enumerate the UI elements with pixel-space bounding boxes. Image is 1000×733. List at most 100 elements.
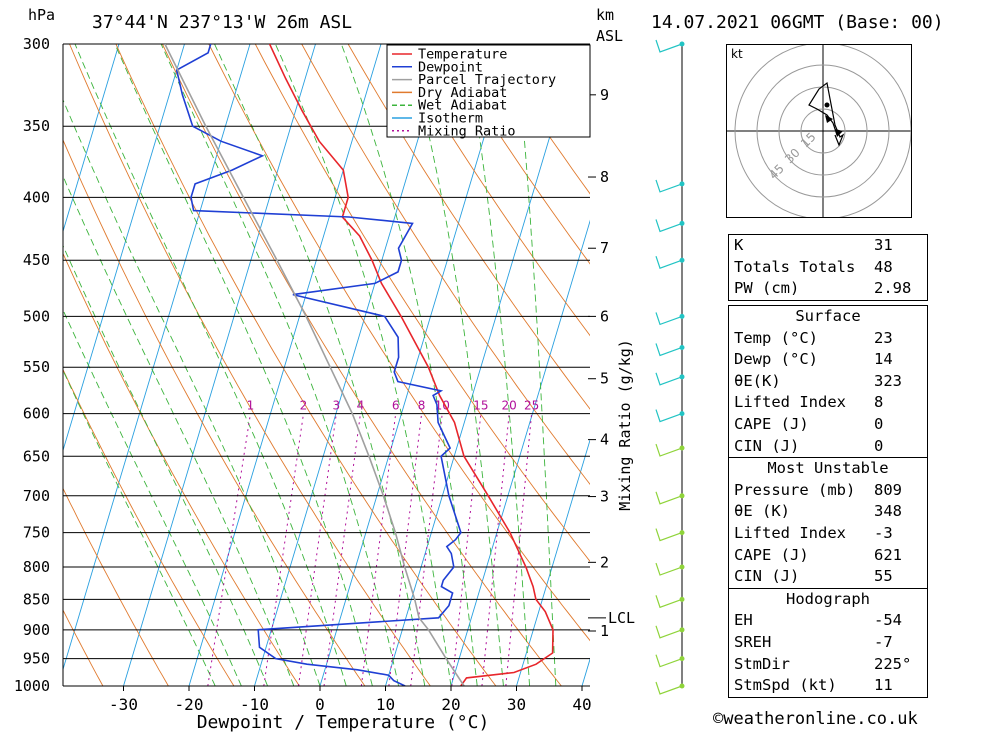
index-value: 621 (874, 545, 902, 564)
legend-label: Isotherm (418, 111, 483, 127)
hodograph: kt 15 30 45 (726, 42, 912, 220)
wind-dot (679, 257, 685, 263)
wind-dot (679, 530, 685, 536)
index-value: 48 (874, 257, 893, 276)
mixing-ratio-line (388, 413, 423, 686)
isotherm-line (63, 44, 120, 233)
parcel-trajectory-line (164, 44, 465, 686)
hodograph-point (824, 102, 830, 108)
legend-label: Wet Adiabat (418, 98, 507, 114)
index-label: CIN (J) (734, 436, 800, 455)
mixing-ratio-line (505, 413, 533, 686)
wet-adiabat-line (160, 44, 400, 686)
index-label: Dewp (°C) (734, 350, 818, 369)
mixing-ratio-line (263, 413, 304, 686)
pressure-tick-label: 450 (23, 251, 50, 269)
legend-label: Mixing Ratio (418, 123, 516, 139)
temperature-line (268, 44, 554, 686)
pressure-tick-label: 850 (23, 590, 50, 608)
x-tick-label: 40 (572, 695, 591, 714)
index-value: 0 (874, 414, 884, 433)
mixing-ratio-label: 4 (357, 399, 365, 413)
isotherm-line (516, 438, 590, 686)
pressure-tick-label: 550 (23, 358, 50, 376)
legend-label: Temperature (418, 47, 507, 63)
hodograph-unit: kt (731, 47, 743, 61)
wet-adiabat-line (405, 44, 504, 686)
index-value: -7 (874, 632, 893, 651)
wind-dot (679, 181, 685, 187)
dry-adiabat-line (347, 44, 590, 410)
hodograph-ring (800, 108, 846, 154)
pressure-tick-label: 750 (23, 524, 50, 542)
km-tick-label: 3 (600, 488, 609, 506)
index-label: CIN (J) (734, 567, 800, 586)
index-value: 11 (874, 676, 893, 695)
wet-adiabat-line (114, 44, 373, 686)
pressure-tick-label: 800 (23, 558, 50, 576)
wind-dot (679, 344, 685, 350)
mixing-ratio-line (323, 413, 361, 686)
index-label: Lifted Index (734, 393, 846, 412)
km-tick-label: 6 (600, 307, 609, 325)
mixing-ratio-label: 1 (247, 399, 255, 413)
dry-adiabat-line (440, 44, 590, 265)
wind-dot (679, 374, 685, 380)
wind-barb (655, 491, 683, 505)
dry-adiabat-line (115, 44, 497, 686)
hodograph-ring (756, 64, 890, 198)
index-value: 348 (874, 502, 902, 521)
dry-adiabat-line (63, 609, 104, 686)
wind-dot (679, 313, 685, 319)
index-value: 31 (874, 236, 893, 254)
index-value: 14 (874, 350, 893, 369)
wind-barb (655, 562, 683, 576)
mixing-ratio-line (207, 413, 251, 686)
wind-dot (679, 493, 685, 499)
pressure-tick-label: 700 (23, 487, 50, 505)
index-label: EH (734, 611, 753, 630)
mixing-ratio-label: 6 (392, 399, 400, 413)
index-value: 225° (874, 654, 912, 673)
mixing-ratio-label: 25 (524, 399, 539, 413)
hodograph-section-title: Hodograph (729, 587, 927, 611)
wind-barb (655, 179, 683, 193)
surface-indices-table: Surface Temp (°C) 23 Dewp (°C) 14 θE(K) 323… (728, 305, 928, 698)
mixing-ratio-line (410, 413, 443, 686)
lcl-label: LCL (608, 609, 635, 627)
index-label: SREH (734, 632, 772, 651)
wind-dot (679, 220, 685, 226)
km-tick-label: 1 (600, 622, 609, 640)
wind-dot (679, 445, 685, 451)
wet-adiabat-line (464, 44, 531, 686)
mu-section-title: Most Unstable (729, 457, 927, 480)
mixing-ratio-label: 10 (435, 399, 450, 413)
index-value: 8 (874, 393, 884, 412)
index-value: 23 (874, 328, 893, 347)
isotherm-line (123, 44, 316, 686)
index-value: 55 (874, 567, 893, 586)
index-value: 323 (874, 371, 902, 390)
pressure-tick-label: 650 (23, 447, 50, 465)
x-tick-label: -10 (240, 695, 269, 714)
legend-box (386, 44, 591, 138)
isotherm-line (63, 44, 251, 671)
surface-section-title: Surface (795, 307, 861, 325)
wind-barb (655, 528, 683, 542)
height-unit-asl: ASL (596, 27, 624, 45)
index-label: Temp (°C) (734, 328, 818, 347)
hodograph-ring-label: 45 (766, 161, 787, 182)
date-title: 14.07.2021 06GMT (Base: 00) (651, 12, 944, 33)
index-value: -54 (874, 611, 902, 630)
km-tick-label: 8 (600, 168, 609, 186)
isotherm-line (450, 219, 590, 686)
wind-barb (655, 312, 683, 326)
dry-adiabat-line (69, 44, 431, 686)
legend-label: Dry Adiabat (418, 85, 507, 101)
wind-dot (679, 683, 685, 689)
storm-motion-arrow (825, 115, 833, 123)
index-label: Lifted Index (734, 523, 846, 542)
isotherm-line (385, 44, 578, 686)
pressure-unit: hPa (28, 6, 56, 24)
